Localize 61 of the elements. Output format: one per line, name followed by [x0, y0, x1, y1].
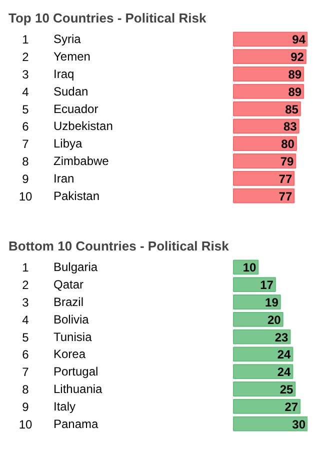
category-label: 8 Zimbabwe [22, 154, 109, 168]
bar [233, 170, 295, 186]
bar [233, 66, 304, 82]
data-label: 94 [292, 32, 306, 47]
data-label: 23 [274, 330, 289, 344]
data-label: 20 [267, 312, 282, 327]
data-label: 24 [277, 348, 292, 362]
category-label: 9 Iran [22, 171, 74, 186]
bar [233, 364, 294, 380]
bar [233, 312, 284, 327]
category-label: 5 Tunisia [22, 330, 92, 344]
category-label: 8 Lithuania [22, 382, 102, 396]
bar [233, 188, 295, 204]
text: Bottom 10 Countries - Political Risk [8, 238, 230, 254]
category-label: 4 Sudan [22, 84, 88, 99]
data-label: 30 [292, 417, 306, 432]
data-label: 89 [288, 68, 302, 82]
data-label: 80 [281, 137, 295, 152]
category-label: 4 Bolivia [22, 312, 89, 327]
bar [233, 32, 308, 47]
category-label: 1 Bulgaria [22, 260, 98, 275]
bar [233, 294, 281, 310]
text: Top 10 Countries - Political Risk [8, 10, 207, 26]
category-label: 2 Yemen [22, 50, 90, 64]
data-label: 79 [280, 154, 294, 168]
data-label: 25 [280, 382, 294, 396]
category-label: 10 Pakistan [18, 188, 100, 204]
bar [233, 329, 291, 344]
data-label: 24 [277, 365, 292, 380]
category-label: 3 Iraq [22, 67, 74, 82]
data-label: 19 [265, 296, 279, 310]
bar [233, 277, 276, 292]
bar [233, 49, 306, 64]
category-label: 7 Libya [22, 136, 82, 152]
data-label: 77 [278, 189, 292, 204]
category-label: 2 Qatar [22, 278, 84, 292]
category-label: 5 Ecuador [22, 102, 98, 116]
bar [233, 84, 304, 99]
bar [233, 398, 301, 414]
bar [233, 101, 301, 116]
category-label: 10 Panama [18, 416, 98, 432]
bar [233, 154, 296, 168]
bar [233, 118, 300, 134]
bar [233, 136, 297, 152]
bar [233, 416, 308, 432]
category-label: 6 Uzbekistan [22, 119, 113, 134]
data-label: 10 [242, 260, 256, 275]
data-label: 77 [278, 172, 292, 186]
data-label: 92 [290, 50, 304, 64]
data-label: 85 [285, 102, 299, 116]
category-label: 7 Portugal [22, 364, 98, 380]
data-label: 89 [288, 84, 302, 99]
data-label: 17 [260, 278, 274, 292]
category-label: 3 Brazil [22, 295, 84, 310]
category-label: 6 Korea [22, 347, 86, 362]
category-label: 9 Italy [22, 399, 76, 414]
bar [233, 346, 294, 362]
data-label: 83 [283, 120, 298, 134]
category-label: 1 Syria [22, 32, 81, 47]
data-label: 27 [284, 400, 298, 414]
bar [233, 382, 296, 396]
